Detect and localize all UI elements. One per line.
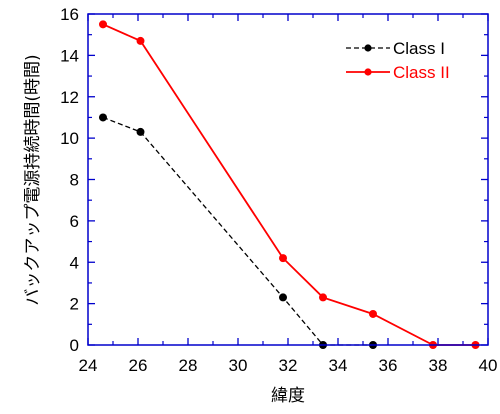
y-tick-label: 2 xyxy=(70,295,79,314)
x-tick-label: 34 xyxy=(329,356,348,375)
x-tick-label: 32 xyxy=(279,356,298,375)
legend-label-class-1: Class I xyxy=(393,39,445,58)
x-tick-label: 36 xyxy=(379,356,398,375)
x-tick-label: 24 xyxy=(79,356,98,375)
y-tick-label: 14 xyxy=(60,46,79,65)
x-tick-label: 28 xyxy=(179,356,198,375)
data-point-class-1 xyxy=(99,113,107,122)
x-tick-label: 30 xyxy=(229,356,248,375)
data-point-class-2 xyxy=(99,20,107,29)
data-point-class-2 xyxy=(319,293,327,302)
legend: Class I Class II xyxy=(346,39,450,82)
y-tick-label: 8 xyxy=(70,171,79,190)
data-point-class-1 xyxy=(136,127,145,136)
y-tick-label: 0 xyxy=(70,336,79,355)
y-tick-labels: 0 2 4 6 8 10 12 14 16 xyxy=(60,5,79,355)
x-tick-label: 38 xyxy=(429,356,448,375)
data-point-class-2 xyxy=(369,309,377,318)
y-tick-label: 6 xyxy=(70,212,79,231)
x-axis-title: 緯度 xyxy=(271,386,305,406)
plot-area xyxy=(88,14,488,345)
y-tick-label: 12 xyxy=(60,88,79,107)
data-point-class-1 xyxy=(279,293,287,302)
data-point-class-2 xyxy=(279,254,287,263)
x-tick-label: 26 xyxy=(129,356,148,375)
y-tick-label: 16 xyxy=(60,5,79,24)
data-point-class-2 xyxy=(136,36,145,45)
legend-marker-class-1 xyxy=(364,44,372,52)
legend-marker-class-2 xyxy=(364,68,372,76)
legend-label-class-2: Class II xyxy=(393,63,450,82)
y-tick-label: 4 xyxy=(70,253,79,272)
y-axis-title: バックアップ電源持続時間(時間) xyxy=(23,54,43,305)
plot-frame xyxy=(87,13,489,346)
x-tick-label: 40 xyxy=(479,356,498,375)
x-tick-labels: 24 26 28 30 32 34 36 38 40 xyxy=(79,356,498,375)
y-tick-label: 10 xyxy=(60,129,79,148)
